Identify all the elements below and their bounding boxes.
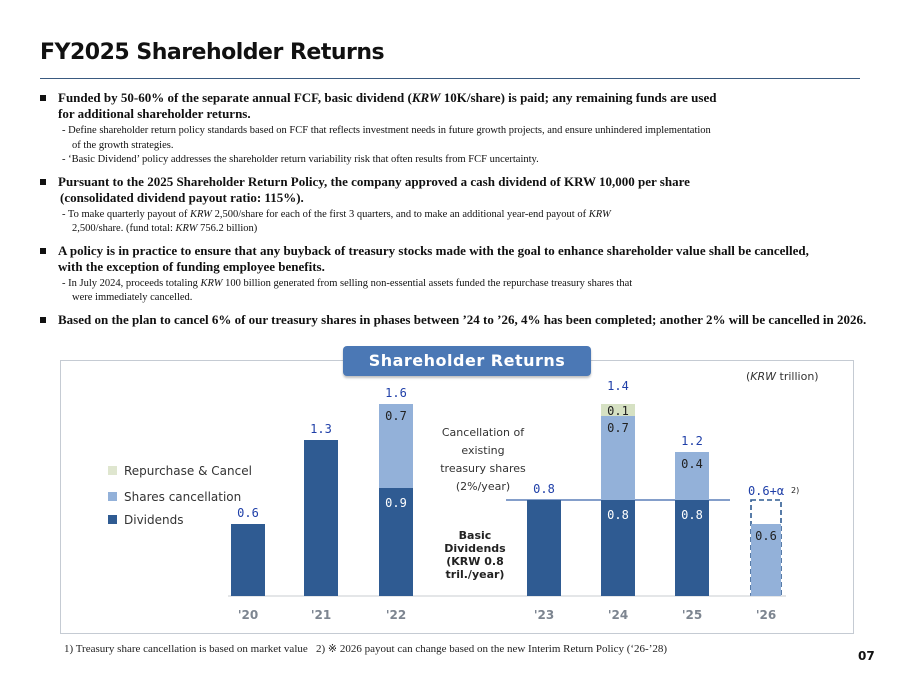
segment-label: 0.7 <box>385 409 407 423</box>
bullet-4-text: Based on the plan to cancel 6% of our tr… <box>58 311 867 327</box>
bullet-1-em: KRW <box>411 90 441 105</box>
segment-label: 0.9 <box>385 496 407 510</box>
legend-swatch <box>108 466 117 475</box>
bullet-1-sub-2: - ‘Basic Dividend’ policy addresses the … <box>58 153 890 168</box>
legend-label: Dividends <box>124 513 184 527</box>
bullet-marker <box>40 178 46 185</box>
legend-item-repurchase: Repurchase & Cancel <box>108 464 252 478</box>
unit-rest: trillion) <box>776 370 819 383</box>
bar-shares-cancellation-6 <box>751 524 781 596</box>
bar-repurchase-cancel-4 <box>601 404 635 416</box>
unit-label: (KRW trillion) <box>746 370 819 383</box>
segment-label: 0.8 <box>607 508 629 522</box>
category-label: '20 <box>238 608 258 622</box>
bar-dividends-4 <box>601 500 635 596</box>
bullet-1-sub-1: - Define shareholder return policy stand… <box>58 124 890 153</box>
segment-label: 0.6 <box>755 529 777 543</box>
bullet-1-text-2: 10K/share) is paid; any remaining funds … <box>440 90 717 105</box>
bullet-3-continued: with the exception of funding employee b… <box>58 258 325 274</box>
total-superscript: 2) <box>791 486 799 495</box>
bar-dividends-0 <box>231 524 265 596</box>
sub-line: - ‘Basic Dividend’ policy addresses the … <box>62 154 539 165</box>
annotation-cancellation-line: existing <box>461 444 504 457</box>
bullet-2: Pursuant to the 2025 Shareholder Return … <box>40 174 890 237</box>
total-label: 0.6 <box>237 506 259 520</box>
bullet-3-sub: - In July 2024, proceeds totaling KRW 10… <box>58 277 890 306</box>
sub-em: KRW <box>189 208 212 220</box>
category-label: '24 <box>608 608 628 622</box>
legend-item-cancellation: Shares cancellation <box>108 490 241 504</box>
bullet-3: A policy is in practice to ensure that a… <box>40 243 890 306</box>
bullet-marker <box>40 316 46 323</box>
bar-dividends-3 <box>527 500 561 596</box>
bullet-2-continued: (consolidated dividend payout ratio: 115… <box>60 189 304 205</box>
sub-line-cont: 2,500/share. (fund total: KRW 756.2 bill… <box>62 222 890 237</box>
annotation-cancellation-line: treasury shares <box>440 462 526 475</box>
sub-text: 2,500/share. (fund total: <box>72 223 176 234</box>
chart-title: Shareholder Returns <box>343 346 591 376</box>
unit-em: KRW <box>750 370 777 383</box>
page-number: 07 <box>858 649 875 663</box>
segment-label: 0.4 <box>681 457 703 471</box>
legend-swatch <box>108 492 117 501</box>
category-label: '21 <box>311 608 331 622</box>
bullet-2-text: Pursuant to the 2025 Shareholder Return … <box>58 173 690 189</box>
category-label: '25 <box>682 608 702 622</box>
total-label: 1.3 <box>310 422 332 436</box>
annotation-basic-dividends-line: Basic <box>459 529 492 542</box>
bullet-2-sub: - To make quarterly payout of KRW 2,500/… <box>58 208 890 237</box>
page-title: FY2025 Shareholder Returns <box>40 40 385 65</box>
bullet-1-continued: for additional shareholder returns. <box>58 106 251 121</box>
bar-dividends-1 <box>304 440 338 596</box>
total-label: 0.8 <box>533 482 555 496</box>
segment-label: 0.7 <box>607 421 629 435</box>
sub-text: 100 billion generated from selling non-e… <box>222 277 633 289</box>
legend-swatch <box>108 515 117 524</box>
annotation-cancellation-line: Cancellation of <box>442 426 525 439</box>
sub-line-cont: of the growth strategies. <box>72 139 174 151</box>
bar-shares-cancellation-5 <box>675 452 709 500</box>
sub-line: - Define shareholder return policy stand… <box>62 125 711 136</box>
annotation-basic-dividends-line: (KRW 0.8 <box>446 555 503 568</box>
legend-label: Repurchase & Cancel <box>124 464 252 478</box>
annotation-basic-dividends-line: tril./year) <box>446 568 505 581</box>
segment-label: 0.8 <box>681 508 703 522</box>
footnote: 1) Treasury share cancellation is based … <box>64 643 668 655</box>
bar-shares-cancellation-2 <box>379 404 413 488</box>
sub-em: KRW <box>200 277 223 289</box>
bar-dividends-2 <box>379 488 413 596</box>
segment-label: 0.1 <box>607 404 629 418</box>
title-divider <box>40 78 860 79</box>
bullet-list: Funded by 50-60% of the separate annual … <box>40 90 890 328</box>
bullet-1: Funded by 50-60% of the separate annual … <box>40 90 890 168</box>
sub-em: KRW <box>588 208 611 220</box>
legend-item-dividends: Dividends <box>108 513 183 527</box>
category-label: '23 <box>534 608 554 622</box>
bullet-4: Based on the plan to cancel 6% of our tr… <box>40 312 890 328</box>
sub-text: - To make quarterly payout of <box>62 208 190 220</box>
bullet-marker <box>40 247 46 254</box>
total-label: 1.4 <box>607 379 629 393</box>
bar-shares-cancellation-4 <box>601 416 635 500</box>
total-label: 0.6+α <box>748 484 784 498</box>
annotation-cancellation-line: (2%/year) <box>456 480 510 493</box>
total-label: 1.2 <box>681 434 703 448</box>
legend-label: Shares cancellation <box>124 490 242 504</box>
category-label: '26 <box>756 608 776 622</box>
bar-dividends-5 <box>675 500 709 596</box>
annotation-basic-dividends-line: Dividends <box>444 542 506 555</box>
bullet-1-text: Funded by 50-60% of the separate annual … <box>58 90 412 105</box>
bullet-marker <box>40 95 46 101</box>
sub-em: KRW <box>175 223 198 234</box>
total-label: 1.6 <box>385 386 407 400</box>
unit-open: ( <box>746 370 751 383</box>
sub-text: 2,500/share for each of the first 3 quar… <box>211 208 589 220</box>
sub-text: 756.2 billion) <box>197 223 258 234</box>
bullet-3-text: A policy is in practice to ensure that a… <box>58 242 809 258</box>
sub-text: - In July 2024, proceeds totaling <box>62 277 201 289</box>
category-label: '22 <box>386 608 406 622</box>
sub-line-cont: were immediately cancelled. <box>72 292 193 303</box>
